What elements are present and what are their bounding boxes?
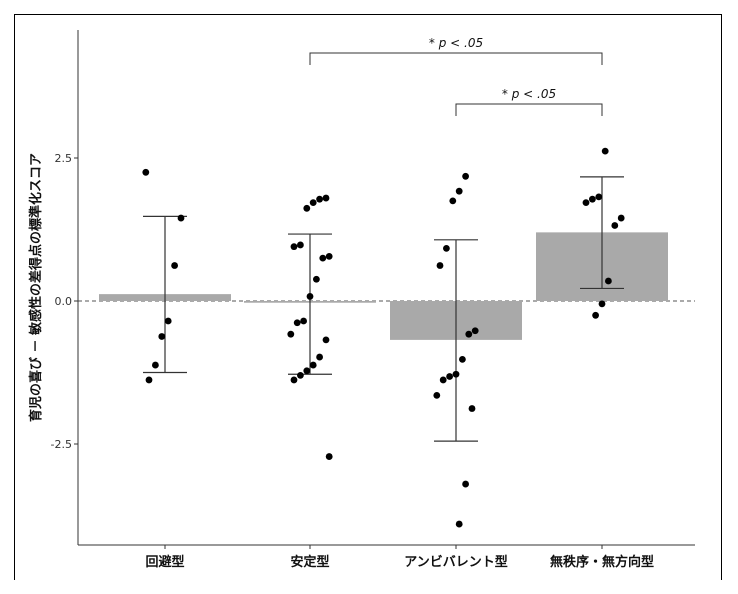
- significance-label: * p < .05: [502, 87, 556, 101]
- data-point: [309, 199, 317, 207]
- data-point: [468, 405, 476, 412]
- y-tick-label: 2.5: [55, 152, 73, 165]
- data-point: [319, 254, 327, 262]
- data-point: [595, 193, 603, 201]
- points-group: [142, 147, 625, 528]
- data-point: [313, 275, 320, 283]
- data-point: [601, 147, 609, 155]
- data-point: [316, 195, 323, 203]
- data-point: [433, 391, 441, 399]
- data-point: [316, 353, 323, 361]
- data-point: [306, 293, 314, 300]
- data-point: [449, 197, 457, 205]
- data-point: [592, 311, 599, 319]
- axes-group: 回避型 安定型 アンビバレント型 無秩序・無方向型 -2.5 0.0 2.5: [51, 30, 695, 570]
- figure-frame: [14, 14, 722, 580]
- data-point: [325, 453, 333, 460]
- data-point: [446, 373, 453, 380]
- data-point: [309, 361, 317, 369]
- data-point: [145, 376, 153, 384]
- data-point: [171, 262, 179, 269]
- data-point: [287, 330, 295, 338]
- y-axis-title: 育児の喜び － 敏感性の差得点の標準化スコア: [28, 153, 44, 422]
- x-tick-label: 安定型: [290, 554, 329, 570]
- data-point: [300, 317, 307, 325]
- data-point: [605, 277, 612, 285]
- data-point: [617, 214, 625, 222]
- x-tick-label: 無秩序・無方向型: [550, 554, 654, 570]
- data-point: [452, 370, 460, 378]
- data-point: [293, 319, 301, 327]
- data-point: [303, 204, 311, 212]
- data-point: [471, 327, 479, 335]
- data-point: [142, 168, 150, 176]
- data-point: [598, 300, 606, 308]
- data-point: [611, 222, 619, 229]
- data-point: [582, 199, 590, 207]
- data-point: [297, 241, 304, 249]
- data-point: [455, 187, 463, 195]
- data-point: [164, 317, 172, 325]
- x-tick-label: アンビバレント型: [404, 554, 507, 570]
- data-point: [303, 367, 311, 375]
- data-point: [462, 480, 469, 488]
- significance-label: * p < .05: [429, 36, 483, 50]
- significance-bracket: [309, 52, 603, 65]
- x-tick-label: 回避型: [145, 554, 184, 570]
- data-point: [290, 376, 298, 384]
- data-point: [443, 244, 450, 252]
- data-point: [152, 361, 159, 369]
- y-tick-label: 0.0: [55, 295, 73, 308]
- data-point: [462, 172, 469, 180]
- y-tick-label: -2.5: [51, 438, 72, 451]
- data-point: [322, 336, 330, 344]
- data-point: [455, 520, 463, 528]
- data-point: [158, 333, 166, 340]
- data-point: [297, 371, 304, 379]
- bars-group: [99, 232, 668, 340]
- data-point: [436, 262, 444, 269]
- data-point: [439, 376, 447, 384]
- data-point: [177, 214, 185, 222]
- error-bars-group: [143, 176, 624, 442]
- significance-bracket: [455, 103, 603, 116]
- data-point: [589, 195, 596, 203]
- data-point: [290, 243, 298, 251]
- data-point: [465, 330, 473, 338]
- data-point: [325, 252, 333, 260]
- data-point: [322, 194, 330, 202]
- significance-group: * p < .05 * p < .05: [309, 36, 603, 116]
- data-point: [459, 355, 466, 363]
